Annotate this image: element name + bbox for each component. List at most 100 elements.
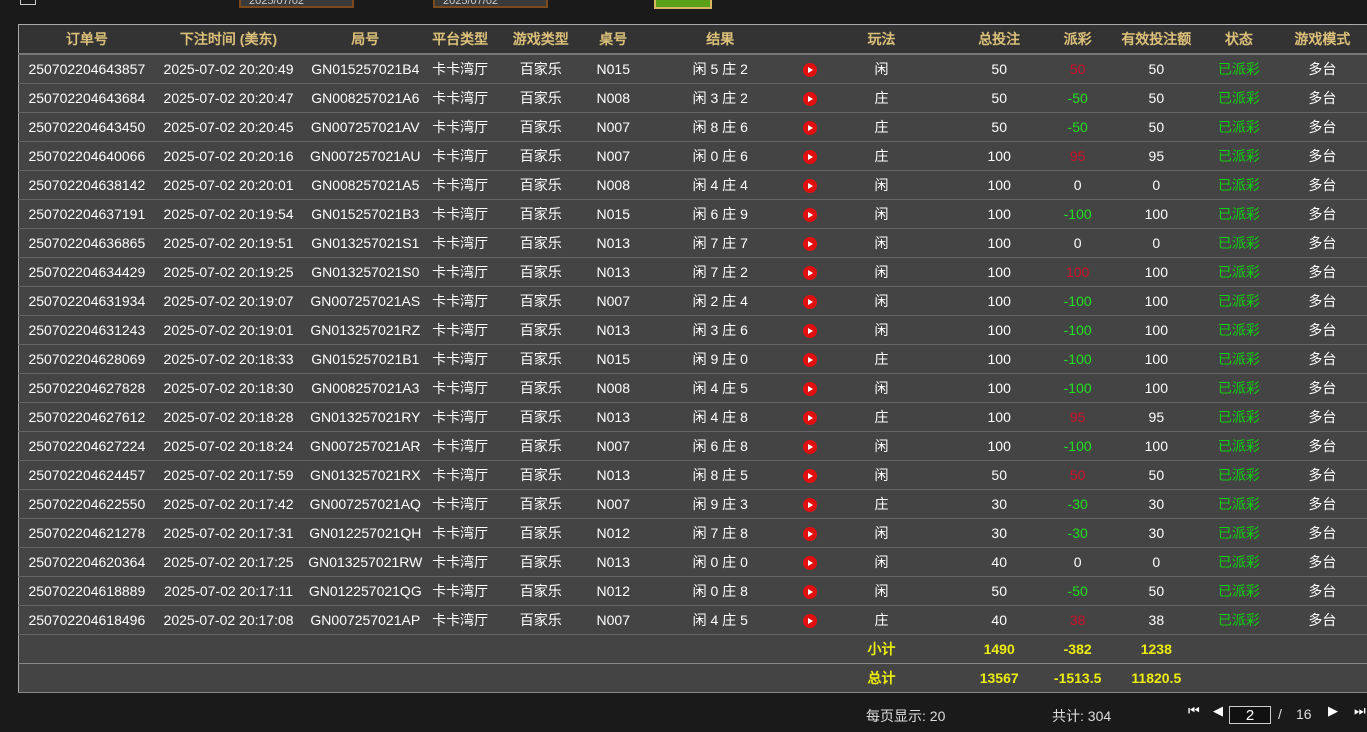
play-video-icon[interactable]	[803, 469, 818, 484]
cell-table-no: N012	[589, 518, 638, 548]
header-total-bet: 总投注	[945, 24, 1053, 55]
play-video-icon[interactable]	[803, 324, 818, 339]
next-page-icon[interactable]: ▶	[1328, 703, 1338, 718]
cell-status: 已派彩	[1210, 199, 1268, 229]
play-video-icon[interactable]	[803, 556, 818, 571]
cell-status: 已派彩	[1210, 402, 1268, 432]
play-video-icon[interactable]	[803, 411, 818, 426]
play-video-icon[interactable]	[803, 440, 818, 455]
date-to-input[interactable]: 2025/07/02	[433, 0, 548, 8]
play-video-icon[interactable]	[803, 208, 818, 223]
cell-order-no: 250702204634429	[18, 257, 155, 287]
cell-payout: -50	[1052, 576, 1103, 606]
play-video-icon[interactable]	[803, 382, 818, 397]
empty-cell	[492, 663, 590, 693]
play-video-icon[interactable]	[803, 92, 818, 107]
cell-table-no: N013	[589, 402, 638, 432]
query-button[interactable]	[654, 0, 712, 9]
cell-payout: 38	[1052, 605, 1103, 635]
cell-game-type: 百家乐	[492, 286, 590, 316]
cell-game-type: 百家乐	[492, 170, 590, 200]
cell-order-no: 250702204631243	[18, 315, 155, 345]
cell-order-no: 250702204637191	[18, 199, 155, 229]
cell-platform: 卡卡湾厅	[428, 605, 493, 635]
header-play-type: 玩法	[817, 24, 946, 55]
header-status: 状态	[1210, 24, 1268, 55]
play-video-icon[interactable]	[803, 150, 818, 165]
cell-valid-bet: 100	[1102, 286, 1211, 316]
cell-status: 已派彩	[1210, 228, 1268, 258]
table-row: 250702204634429 2025-07-02 20:19:25 GN0132…	[18, 257, 1367, 287]
play-video-icon[interactable]	[803, 353, 818, 368]
play-video-icon[interactable]	[803, 179, 818, 194]
cell-payout: -100	[1052, 344, 1103, 374]
empty-cell	[1210, 663, 1268, 693]
play-video-icon[interactable]	[803, 295, 818, 310]
cell-status: 已派彩	[1210, 489, 1268, 519]
cell-total-bet: 100	[945, 170, 1053, 200]
cell-bet-time: 2025-07-02 20:18:28	[154, 402, 303, 432]
play-video-icon[interactable]	[803, 585, 818, 600]
cell-order-no: 250702204643684	[18, 83, 155, 113]
cell-game-type: 百家乐	[492, 344, 590, 374]
first-page-icon[interactable]: ⏮	[1188, 703, 1200, 718]
cell-round-no: GN015257021B1	[302, 344, 429, 374]
cell-round-no: GN013257021S1	[302, 228, 429, 258]
total-payout: -1513.5	[1052, 663, 1103, 693]
header-bet-time: 下注时间 (美东)	[154, 24, 303, 55]
calendar-icon	[20, 0, 36, 5]
table-row: 250702204627612 2025-07-02 20:18:28 GN0132…	[18, 402, 1367, 432]
cell-round-no: GN008257021A5	[302, 170, 429, 200]
cell-result: 闲 7 庄 7	[637, 228, 804, 258]
cell-total-bet: 100	[945, 199, 1053, 229]
cell-play-type: 闲	[817, 460, 946, 490]
cell-platform: 卡卡湾厅	[428, 489, 493, 519]
play-video-icon[interactable]	[803, 237, 818, 252]
cell-total-bet: 50	[945, 576, 1053, 606]
play-video-icon[interactable]	[803, 63, 818, 78]
cell-round-no: GN015257021B3	[302, 199, 429, 229]
cell-table-no: N008	[589, 170, 638, 200]
page-number-input[interactable]	[1229, 706, 1271, 724]
play-video-icon[interactable]	[803, 527, 818, 542]
cell-total-bet: 100	[945, 257, 1053, 287]
cell-valid-bet: 100	[1102, 315, 1211, 345]
subtotal-payout: -382	[1052, 634, 1103, 664]
cell-total-bet: 40	[945, 605, 1053, 635]
play-video-icon[interactable]	[803, 121, 818, 136]
cell-bet-time: 2025-07-02 20:19:54	[154, 199, 303, 229]
cell-platform: 卡卡湾厅	[428, 547, 493, 577]
cell-total-bet: 100	[945, 141, 1053, 171]
date-from-input[interactable]: 2025/07/02	[239, 0, 354, 8]
cell-platform: 卡卡湾厅	[428, 257, 493, 287]
last-page-icon[interactable]: ⏭	[1354, 703, 1366, 718]
cell-valid-bet: 50	[1102, 576, 1211, 606]
cell-valid-bet: 38	[1102, 605, 1211, 635]
total-pages: 16	[1296, 706, 1312, 722]
cell-table-no: N007	[589, 489, 638, 519]
cell-game-mode: 多台	[1267, 460, 1367, 490]
play-video-icon[interactable]	[803, 614, 818, 629]
cell-platform: 卡卡湾厅	[428, 83, 493, 113]
cell-platform: 卡卡湾厅	[428, 315, 493, 345]
cell-play-type: 闲	[817, 547, 946, 577]
cell-valid-bet: 100	[1102, 199, 1211, 229]
cell-order-no: 250702204638142	[18, 170, 155, 200]
cell-valid-bet: 50	[1102, 460, 1211, 490]
cell-platform: 卡卡湾厅	[428, 576, 493, 606]
video-cell	[803, 547, 818, 577]
cell-table-no: N008	[589, 373, 638, 403]
cell-bet-time: 2025-07-02 20:18:33	[154, 344, 303, 374]
cell-round-no: GN007257021AV	[302, 112, 429, 142]
cell-status: 已派彩	[1210, 83, 1268, 113]
cell-bet-time: 2025-07-02 20:19:51	[154, 228, 303, 258]
play-video-icon[interactable]	[803, 266, 818, 281]
cell-valid-bet: 0	[1102, 170, 1211, 200]
table-row: 250702204628069 2025-07-02 20:18:33 GN0152…	[18, 344, 1367, 374]
video-cell	[803, 402, 818, 432]
prev-page-icon[interactable]: ◀	[1213, 703, 1223, 718]
play-video-icon[interactable]	[803, 498, 818, 513]
cell-game-mode: 多台	[1267, 315, 1367, 345]
cell-status: 已派彩	[1210, 112, 1268, 142]
cell-total-bet: 40	[945, 547, 1053, 577]
